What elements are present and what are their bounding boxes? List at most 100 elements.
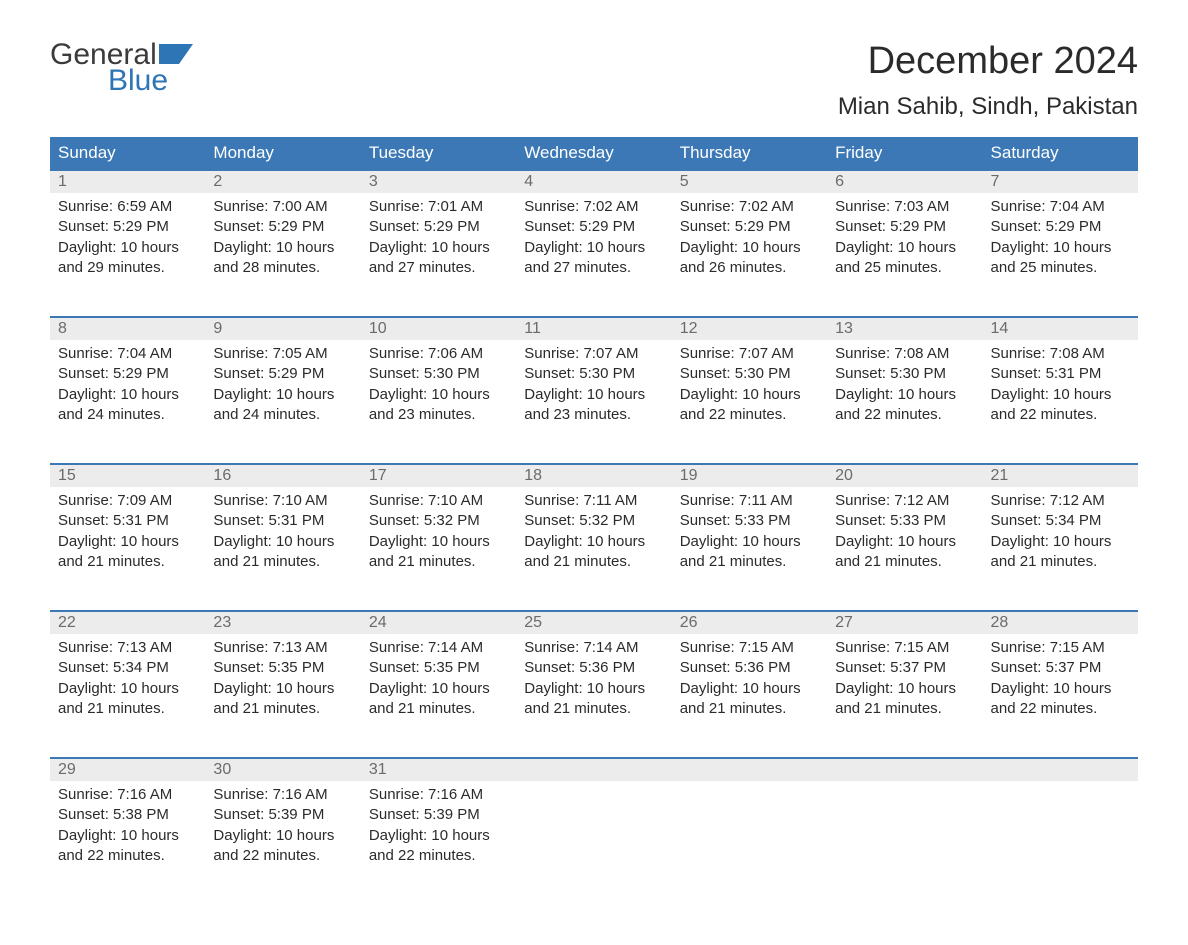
sunrise-line: Sunrise: 7:01 AM: [369, 197, 508, 217]
daylight-line-2: and 21 minutes.: [58, 699, 197, 719]
empty-day: [516, 758, 671, 781]
sunset-line: Sunset: 5:29 PM: [991, 217, 1130, 237]
daylight-line-1: Daylight: 10 hours: [835, 385, 974, 405]
day-number: 28: [983, 611, 1138, 634]
sunset-line: Sunset: 5:33 PM: [680, 511, 819, 531]
sunrise-line: Sunrise: 7:09 AM: [58, 491, 197, 511]
day-cell: Sunrise: 7:11 AMSunset: 5:32 PMDaylight:…: [516, 487, 671, 611]
daylight-line-2: and 22 minutes.: [58, 846, 197, 866]
sunrise-line: Sunrise: 7:03 AM: [835, 197, 974, 217]
day-cell: Sunrise: 7:14 AMSunset: 5:35 PMDaylight:…: [361, 634, 516, 758]
day-number: 12: [672, 317, 827, 340]
header: General Blue December 2024 Mian Sahib, S…: [50, 40, 1138, 131]
day-cell: Sunrise: 7:16 AMSunset: 5:39 PMDaylight:…: [361, 781, 516, 905]
daylight-line-1: Daylight: 10 hours: [58, 385, 197, 405]
daylight-line-1: Daylight: 10 hours: [369, 679, 508, 699]
sunset-line: Sunset: 5:30 PM: [369, 364, 508, 384]
daylight-line-1: Daylight: 10 hours: [213, 532, 352, 552]
day-cell: Sunrise: 7:15 AMSunset: 5:37 PMDaylight:…: [827, 634, 982, 758]
sunset-line: Sunset: 5:30 PM: [680, 364, 819, 384]
daylight-line-1: Daylight: 10 hours: [991, 385, 1130, 405]
day-number: 4: [516, 170, 671, 193]
col-wednesday: Wednesday: [516, 137, 671, 170]
sunrise-line: Sunrise: 7:14 AM: [524, 638, 663, 658]
col-tuesday: Tuesday: [361, 137, 516, 170]
day-number: 6: [827, 170, 982, 193]
day-number: 5: [672, 170, 827, 193]
day-cell: Sunrise: 7:14 AMSunset: 5:36 PMDaylight:…: [516, 634, 671, 758]
daylight-line-1: Daylight: 10 hours: [213, 238, 352, 258]
day-number: 17: [361, 464, 516, 487]
col-saturday: Saturday: [983, 137, 1138, 170]
day-cell: Sunrise: 7:10 AMSunset: 5:32 PMDaylight:…: [361, 487, 516, 611]
week-4-daynums: 293031: [50, 758, 1138, 781]
day-cell: Sunrise: 7:04 AMSunset: 5:29 PMDaylight:…: [983, 193, 1138, 317]
sunrise-line: Sunrise: 7:00 AM: [213, 197, 352, 217]
sunrise-line: Sunrise: 7:10 AM: [213, 491, 352, 511]
day-cell: Sunrise: 7:02 AMSunset: 5:29 PMDaylight:…: [672, 193, 827, 317]
daylight-line-1: Daylight: 10 hours: [213, 385, 352, 405]
daylight-line-2: and 28 minutes.: [213, 258, 352, 278]
sunset-line: Sunset: 5:33 PM: [835, 511, 974, 531]
day-cell: Sunrise: 7:10 AMSunset: 5:31 PMDaylight:…: [205, 487, 360, 611]
day-number: 1: [50, 170, 205, 193]
sunset-line: Sunset: 5:29 PM: [58, 364, 197, 384]
brand-logo: General Blue: [50, 40, 193, 96]
daylight-line-2: and 25 minutes.: [835, 258, 974, 278]
sunset-line: Sunset: 5:36 PM: [524, 658, 663, 678]
weekday-header-row: Sunday Monday Tuesday Wednesday Thursday…: [50, 137, 1138, 170]
daylight-line-2: and 22 minutes.: [680, 405, 819, 425]
empty-day: [827, 758, 982, 781]
daylight-line-1: Daylight: 10 hours: [835, 679, 974, 699]
sunrise-line: Sunrise: 7:15 AM: [835, 638, 974, 658]
day-number: 20: [827, 464, 982, 487]
day-number: 10: [361, 317, 516, 340]
week-3-content: Sunrise: 7:13 AMSunset: 5:34 PMDaylight:…: [50, 634, 1138, 758]
sunrise-line: Sunrise: 7:16 AM: [213, 785, 352, 805]
day-cell: Sunrise: 7:05 AMSunset: 5:29 PMDaylight:…: [205, 340, 360, 464]
daylight-line-1: Daylight: 10 hours: [369, 385, 508, 405]
col-thursday: Thursday: [672, 137, 827, 170]
week-0-daynums: 1234567: [50, 170, 1138, 193]
daylight-line-2: and 21 minutes.: [58, 552, 197, 572]
sunset-line: Sunset: 5:31 PM: [991, 364, 1130, 384]
day-cell: Sunrise: 7:15 AMSunset: 5:36 PMDaylight:…: [672, 634, 827, 758]
location-label: Mian Sahib, Sindh, Pakistan: [838, 93, 1138, 121]
daylight-line-1: Daylight: 10 hours: [835, 532, 974, 552]
sunset-line: Sunset: 5:39 PM: [213, 805, 352, 825]
daylight-line-2: and 21 minutes.: [680, 699, 819, 719]
day-cell: Sunrise: 7:13 AMSunset: 5:34 PMDaylight:…: [50, 634, 205, 758]
day-cell: Sunrise: 7:01 AMSunset: 5:29 PMDaylight:…: [361, 193, 516, 317]
daylight-line-1: Daylight: 10 hours: [213, 826, 352, 846]
daylight-line-1: Daylight: 10 hours: [680, 385, 819, 405]
day-cell: Sunrise: 7:09 AMSunset: 5:31 PMDaylight:…: [50, 487, 205, 611]
day-number: 7: [983, 170, 1138, 193]
empty-day: [516, 781, 671, 905]
daylight-line-1: Daylight: 10 hours: [680, 238, 819, 258]
week-1-daynums: 891011121314: [50, 317, 1138, 340]
sunrise-line: Sunrise: 7:13 AM: [58, 638, 197, 658]
week-2-daynums: 15161718192021: [50, 464, 1138, 487]
day-number: 25: [516, 611, 671, 634]
sunrise-line: Sunrise: 7:16 AM: [58, 785, 197, 805]
sunrise-line: Sunrise: 7:06 AM: [369, 344, 508, 364]
sunset-line: Sunset: 5:35 PM: [213, 658, 352, 678]
day-number: 13: [827, 317, 982, 340]
daylight-line-2: and 29 minutes.: [58, 258, 197, 278]
day-number: 9: [205, 317, 360, 340]
sunrise-line: Sunrise: 7:11 AM: [524, 491, 663, 511]
sunrise-line: Sunrise: 7:04 AM: [991, 197, 1130, 217]
day-cell: Sunrise: 6:59 AMSunset: 5:29 PMDaylight:…: [50, 193, 205, 317]
week-4-content: Sunrise: 7:16 AMSunset: 5:38 PMDaylight:…: [50, 781, 1138, 905]
daylight-line-2: and 21 minutes.: [835, 699, 974, 719]
sunset-line: Sunset: 5:29 PM: [680, 217, 819, 237]
day-cell: Sunrise: 7:08 AMSunset: 5:30 PMDaylight:…: [827, 340, 982, 464]
sunrise-line: Sunrise: 7:02 AM: [524, 197, 663, 217]
day-cell: Sunrise: 7:04 AMSunset: 5:29 PMDaylight:…: [50, 340, 205, 464]
daylight-line-2: and 21 minutes.: [991, 552, 1130, 572]
sunrise-line: Sunrise: 6:59 AM: [58, 197, 197, 217]
sunrise-line: Sunrise: 7:10 AM: [369, 491, 508, 511]
daylight-line-1: Daylight: 10 hours: [369, 238, 508, 258]
sunrise-line: Sunrise: 7:07 AM: [680, 344, 819, 364]
daylight-line-1: Daylight: 10 hours: [58, 238, 197, 258]
